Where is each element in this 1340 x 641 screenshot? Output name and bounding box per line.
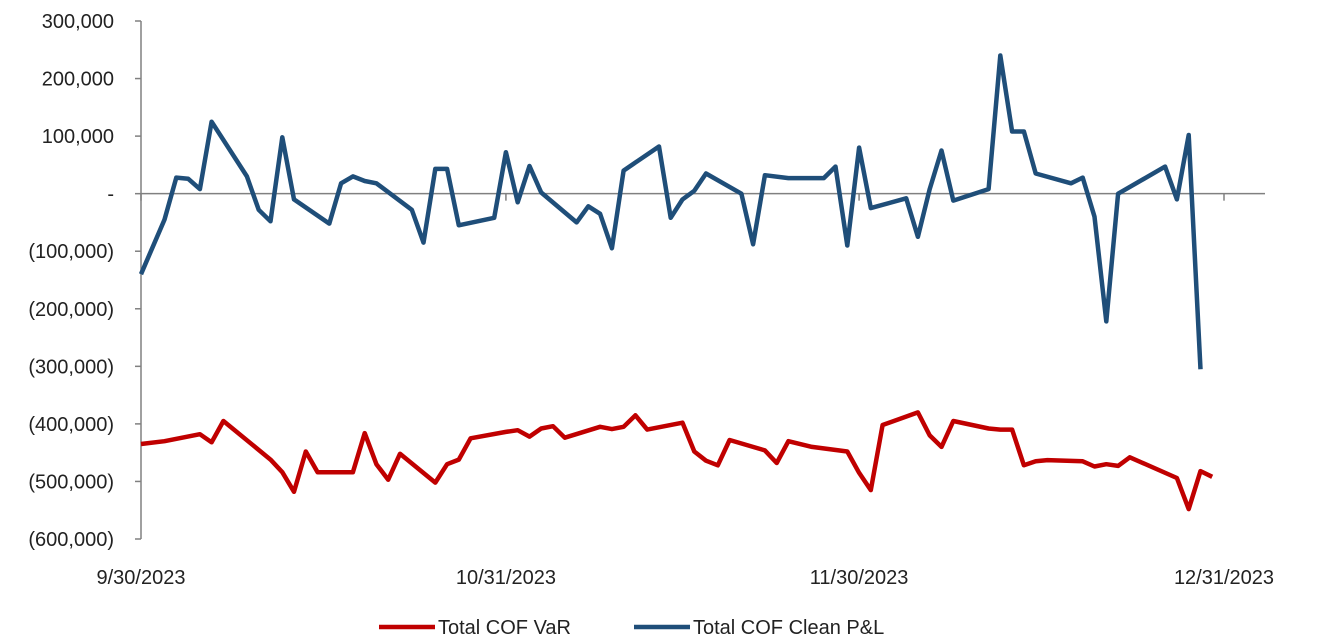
y-tick-label: (300,000) (28, 356, 114, 378)
series-layer (138, 53, 1214, 512)
x-tick-label: 12/31/2023 (1174, 567, 1274, 589)
x-tick-label: 9/30/2023 (97, 567, 186, 589)
y-tick-label: (200,000) (28, 299, 114, 321)
y-axis: 300,000 200,000 100,000 - (100,000) (200,000)… (28, 11, 142, 551)
y-tick-label: 100,000 (42, 126, 114, 148)
y-tick-label: (600,000) (28, 529, 114, 551)
y-tick-label: 200,000 (42, 69, 114, 91)
legend-label-2: Total COF Clean P&L (693, 617, 884, 639)
series-line-1 (140, 410, 1214, 512)
y-tick-label: (500,000) (28, 471, 114, 493)
y-tick-label: - (107, 184, 114, 206)
x-tick-label: 11/30/2023 (810, 567, 909, 589)
series-line-2 (138, 53, 1203, 370)
y-tick-label: (100,000) (28, 241, 114, 263)
y-tick-label: 300,000 (42, 11, 114, 33)
legend: Total COF VaR Total COF Clean P&L (379, 617, 884, 639)
x-tick-label: 10/31/2023 (456, 567, 556, 589)
y-tick-label: (400,000) (28, 414, 114, 436)
x-axis: 9/30/2023 10/31/2023 11/30/2023 12/31/2023 (97, 192, 1274, 589)
legend-label-1: Total COF VaR (438, 617, 571, 639)
